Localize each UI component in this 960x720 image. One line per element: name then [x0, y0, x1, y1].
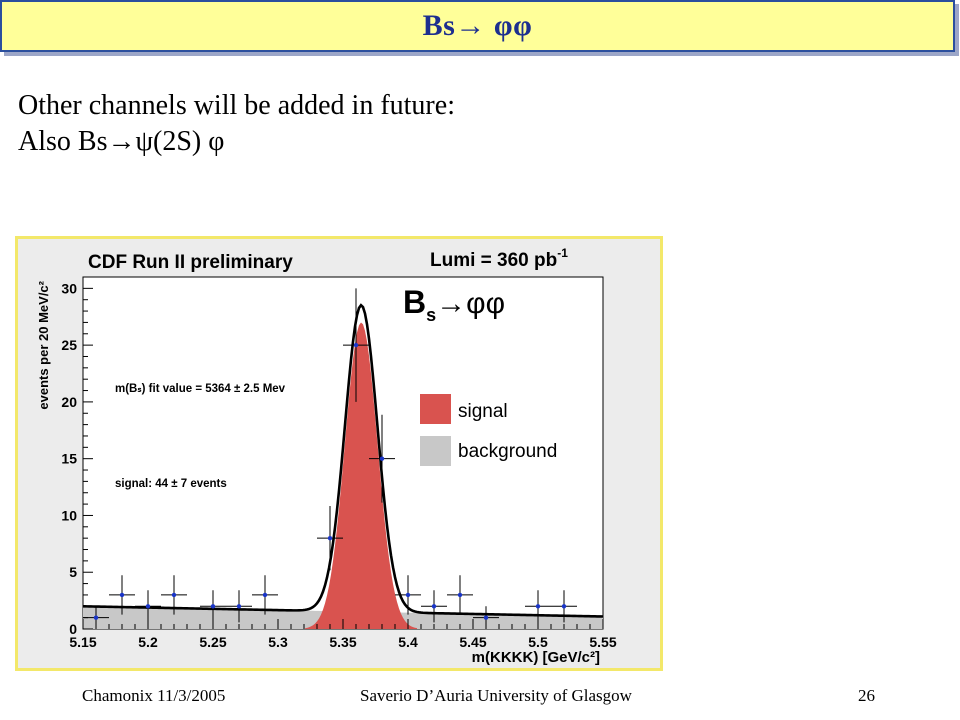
point-marker — [483, 615, 489, 620]
slide-body: Other channels will be added in future: … — [18, 88, 455, 160]
point-marker — [262, 592, 268, 598]
y-tick-label: 5 — [69, 564, 77, 580]
data-point — [161, 575, 187, 615]
x-tick-label: 5.25 — [199, 634, 226, 650]
x-tick-label: 5.2 — [138, 634, 158, 650]
point-marker — [119, 592, 125, 598]
point-marker — [145, 604, 151, 609]
mass-plot: 5.15 5.2 5.25 5.3 5.35 5.4 5.45 5.5 5.55 0 5 10 15 20… — [36, 246, 617, 666]
legend-background-swatch — [420, 436, 451, 466]
x-tick-label: 5.15 — [69, 634, 96, 650]
point-marker — [210, 604, 216, 609]
annotation-signal: signal: 44 ± 7 events — [115, 478, 227, 490]
point-marker — [379, 456, 385, 461]
footer-page-number: 26 — [858, 686, 875, 705]
signal-fill — [305, 322, 417, 629]
body-line-1: Other channels will be added in future: — [18, 90, 455, 121]
lumi-label: Lumi = 360 pb-1 — [430, 246, 568, 271]
data-point — [343, 288, 369, 402]
body-line-2: Also Bs→ψ(2S) φ — [18, 126, 225, 157]
y-tick-label: 15 — [61, 451, 77, 467]
decay-label: Bs→φφ — [403, 284, 505, 325]
point-marker — [236, 604, 242, 609]
legend-signal-swatch — [420, 394, 451, 424]
x-tick-label: 5.3 — [268, 634, 288, 650]
data-point — [252, 575, 278, 615]
x-tick-label: 5.35 — [329, 634, 356, 650]
y-tick-label: 0 — [69, 621, 77, 637]
data-point — [421, 590, 447, 623]
x-tick-label: 5.55 — [589, 634, 616, 650]
y-tick-label: 30 — [61, 280, 77, 296]
data-point — [447, 575, 473, 615]
point-marker — [171, 592, 177, 598]
y-tick-label: 20 — [61, 394, 77, 410]
data-point — [369, 414, 395, 503]
data-point — [226, 590, 252, 623]
y-axis-label: events per 20 MeV/c² — [36, 280, 51, 409]
footer-date-location: Chamonix 11/3/2005 — [82, 686, 226, 705]
fit-curve — [82, 303, 604, 618]
plot-frame: 5.15 5.2 5.25 5.3 5.35 5.4 5.45 5.5 5.55 0 5 10 15 20… — [15, 236, 663, 671]
decay-sub: s — [426, 305, 436, 325]
data-point — [317, 506, 343, 571]
lumi-exponent: -1 — [557, 246, 568, 260]
point-marker — [561, 604, 567, 609]
footer-author: Saverio D’Auria University of Glasgow — [360, 686, 632, 705]
data-point — [551, 590, 577, 623]
y-tick-label: 25 — [61, 337, 77, 353]
point-marker — [405, 592, 411, 598]
point-marker — [93, 615, 99, 620]
point-marker — [457, 592, 463, 598]
legend-signal-label: signal — [458, 401, 508, 422]
data-point — [109, 575, 135, 615]
x-tick-label: 5.4 — [398, 634, 418, 650]
data-point — [395, 575, 421, 615]
x-axis-label: m(KKKK) [GeV/c²] — [472, 649, 600, 666]
annotation-fit: m(Bₛ) fit value = 5364 ± 2.5 Mev — [115, 383, 286, 395]
point-marker — [353, 342, 359, 348]
lumi-text: Lumi = 360 pb — [430, 250, 557, 271]
decay-b: B — [403, 284, 426, 320]
slide-title-bar: Bs→ φφ — [0, 0, 955, 52]
x-tick-label: 5.45 — [459, 634, 486, 650]
y-tick-label: 10 — [61, 507, 77, 523]
slide-title: Bs→ φφ — [422, 9, 533, 42]
decay-arrow: →φφ — [436, 287, 505, 320]
data-point — [135, 590, 161, 623]
chart-title: CDF Run II preliminary — [88, 252, 293, 273]
point-marker — [327, 535, 333, 541]
point-marker — [431, 604, 437, 609]
x-tick-label: 5.5 — [528, 634, 548, 650]
data-point — [525, 590, 551, 623]
legend-background-label: background — [458, 441, 557, 462]
point-marker — [535, 604, 541, 609]
data-point — [200, 590, 226, 623]
